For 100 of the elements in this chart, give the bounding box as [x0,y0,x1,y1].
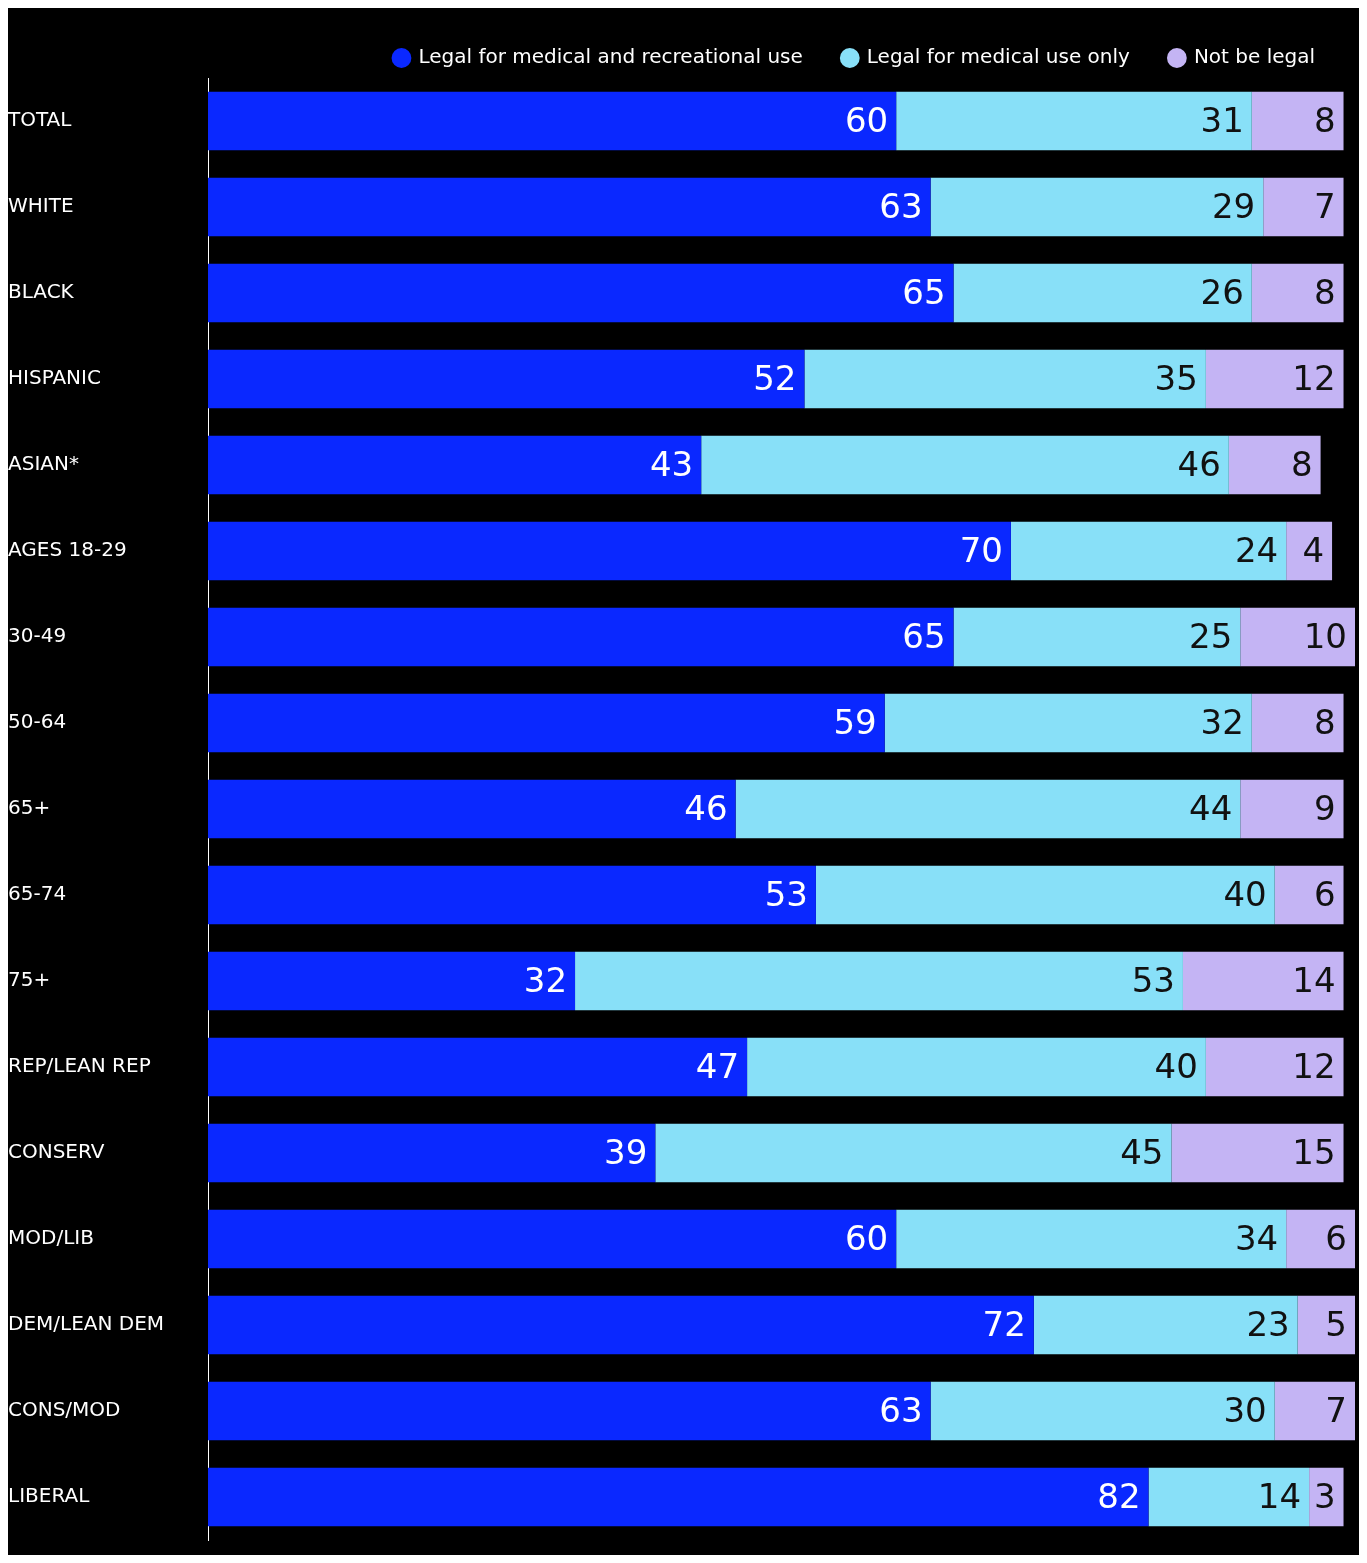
bar [208,91,897,151]
bar [1240,779,1344,839]
data-label: 31 [1200,99,1244,140]
data-label: 3 [1313,1475,1336,1516]
bar [208,1123,656,1183]
y-tick-label: 65+ [8,795,51,820]
bar [1033,1295,1298,1355]
y-tick-label: 30-49 [8,623,67,648]
bar [884,693,1252,753]
bar [815,865,1275,925]
bar [1309,1467,1344,1527]
bar [735,779,1241,839]
data-label: 25 [1189,615,1233,656]
bar [208,1295,1034,1355]
bar [655,1123,1172,1183]
data-label: 8 [1313,701,1336,742]
y-tick-label: 50-64 [8,709,67,734]
bar [930,1381,1275,1441]
data-label: 4 [1302,529,1325,570]
y-tick-label: TOTAL [7,107,73,132]
data-label: 24 [1234,529,1279,570]
bar [208,1467,1149,1527]
bar [701,435,1229,495]
data-label: 40 [1223,873,1267,914]
legend-label: Legal for medical and recreational use [418,44,803,69]
bar [1205,1037,1344,1097]
data-label: 72 [982,1303,1026,1344]
y-tick-label: DEM/LEAN DEM [8,1311,165,1336]
y-tick-label: AGES 18-29 [8,537,127,562]
bar [953,263,1252,323]
data-label: 82 [1097,1475,1141,1516]
data-label: 8 [1313,99,1336,140]
bar [208,607,954,667]
data-label: 6 [1325,1217,1347,1258]
data-label: 7 [1313,185,1336,226]
bar [1297,1295,1355,1355]
data-label: 29 [1211,185,1256,226]
data-label: 45 [1120,1131,1164,1172]
data-label: 59 [833,701,877,742]
bar [208,779,736,839]
bar [1240,607,1355,667]
bar [208,349,805,409]
data-label: 32 [523,959,568,1000]
data-label: 10 [1303,615,1347,656]
bar [208,1037,748,1097]
data-label: 39 [604,1131,648,1172]
data-label: 32 [1200,701,1244,742]
bar [1171,1123,1344,1183]
data-label: 70 [959,529,1003,570]
data-label: 12 [1292,357,1336,398]
bar [804,349,1206,409]
y-tick-label: CONSERV [8,1139,105,1164]
legend-label: Not be legal [1193,44,1315,69]
data-label: 12 [1292,1045,1336,1086]
bar [208,177,931,237]
data-label: 30 [1223,1389,1267,1430]
bar [208,1381,931,1441]
data-label: 14 [1292,959,1336,1000]
y-tick-label: MOD/LIB [8,1225,94,1250]
bar [1274,1381,1355,1441]
bar [208,1209,897,1269]
bar [575,951,1183,1011]
bar [1251,263,1344,323]
data-label: 53 [764,873,808,914]
y-tick-label: ASIAN* [8,451,79,476]
data-label: 35 [1154,357,1198,398]
data-label: 60 [844,1217,889,1258]
y-tick-label: REP/LEAN REP [8,1053,151,1078]
data-label: 14 [1257,1475,1302,1516]
data-label: 44 [1189,787,1233,828]
bar [1010,521,1287,581]
data-label: 6 [1313,873,1336,914]
data-label: 15 [1292,1131,1336,1172]
data-label: 5 [1325,1303,1347,1344]
bar [1182,951,1344,1011]
bar [1286,1209,1355,1269]
bar [1251,91,1344,151]
data-label: 53 [1131,959,1175,1000]
bar [953,607,1241,667]
bar [1274,865,1344,925]
data-label: 47 [695,1045,740,1086]
data-label: 65 [902,271,946,312]
data-label: 8 [1313,271,1336,312]
bar [896,91,1252,151]
bar [208,521,1011,581]
data-label: 9 [1313,787,1336,828]
y-tick-label: WHITE [8,193,74,218]
y-tick-label: 75+ [8,967,51,992]
y-tick-label: BLACK [8,279,75,304]
bar [1286,521,1333,581]
bar [896,1209,1287,1269]
data-label: 52 [753,357,797,398]
data-label: 63 [879,1389,923,1430]
bar [747,1037,1206,1097]
bar [208,693,885,753]
data-label: 23 [1246,1303,1290,1344]
y-tick-label: 65-74 [8,881,67,906]
data-label: 46 [1177,443,1221,484]
bar [208,263,954,323]
data-label: 46 [684,787,728,828]
